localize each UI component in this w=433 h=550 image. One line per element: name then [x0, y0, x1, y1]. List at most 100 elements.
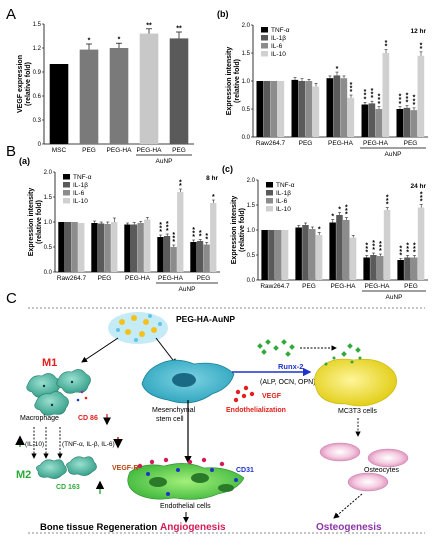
y-axis-label: Expression intensity — [226, 47, 233, 116]
mc3t3-label: MC3T3 cells — [338, 408, 377, 415]
significance-mark: * — [318, 227, 321, 234]
bar — [417, 55, 425, 137]
group-label: AuNP — [156, 158, 173, 165]
significance-mark: * — [365, 242, 368, 249]
bar — [417, 207, 425, 280]
vegf-particles — [233, 385, 255, 403]
significance-mark: * — [172, 232, 175, 239]
significance-mark: * — [192, 227, 195, 234]
significance-mark: * — [406, 92, 409, 99]
significance-mark: * — [399, 245, 402, 252]
significance-mark: * — [172, 235, 175, 242]
bar — [302, 225, 309, 280]
bar — [261, 230, 268, 280]
x-tick-label: PEG — [98, 275, 112, 282]
bone-regeneration-label: Bone tissue Regeneration — [40, 522, 157, 533]
significance-mark: * — [413, 250, 416, 257]
legend-swatch — [63, 190, 70, 196]
bar — [58, 222, 65, 272]
y-tick-label: 1.5 — [44, 195, 53, 201]
significance-mark: * — [413, 98, 416, 105]
significance-mark: * — [350, 85, 353, 92]
x-tick-label: PEG — [404, 140, 418, 147]
significance-mark: * — [420, 195, 423, 202]
group-label: AuNP — [179, 286, 196, 293]
significance-mark: * — [420, 46, 423, 53]
significance-mark: * — [372, 243, 375, 250]
nanoparticle-label: PEG-HA-AuNP — [176, 314, 235, 324]
significance-mark: * — [345, 204, 348, 211]
legend-label: IL-6 — [271, 43, 283, 50]
cd163-label: CD 163 — [56, 484, 80, 491]
significance-mark: * — [371, 88, 374, 95]
bar — [312, 86, 320, 137]
x-tick-label: PEG-HA — [331, 283, 357, 290]
y-axis-label: (relative fold) — [25, 62, 32, 106]
y-tick-label: 2.0 — [247, 178, 256, 184]
bar — [111, 222, 118, 272]
legend-label: IL-1β — [73, 182, 88, 189]
bar — [361, 104, 369, 137]
significance-mark: * — [212, 194, 215, 201]
chart-cytokines-8hr: 0.0 0.5 1.0 1.5 2.0 Expression intensity (rela… — [19, 156, 220, 293]
y-tick-label: 1.5 — [33, 22, 42, 28]
significance-mark: * — [406, 96, 409, 103]
legend-label: TNF-α — [271, 27, 290, 34]
significance-mark: * — [364, 96, 367, 103]
bar — [403, 107, 411, 137]
significance-mark: * — [385, 44, 388, 51]
endothelial-label: Endothelial cells — [160, 503, 211, 510]
bar — [349, 237, 357, 280]
significance-mark: * — [345, 208, 348, 215]
significance-mark: * — [179, 183, 182, 190]
significance-mark: * — [386, 198, 389, 205]
cd31-label: CD31 — [236, 467, 254, 474]
macrophage-label: Macrophage — [20, 415, 59, 422]
significance-mark: * — [199, 234, 202, 241]
runx-particles — [257, 339, 361, 357]
angiogenesis-label: Angiogenesis — [160, 522, 226, 533]
y-tick-label: 0.5 — [247, 253, 256, 259]
bar — [268, 230, 275, 280]
y-tick-label: 1.5 — [247, 203, 256, 209]
significance-mark: * — [413, 102, 416, 109]
bar — [404, 257, 411, 280]
x-tick-label: Raw264.7 — [260, 283, 290, 290]
significance-mark: * — [199, 230, 202, 237]
bar — [396, 109, 404, 137]
bar — [333, 75, 341, 137]
m2-macrophages — [36, 456, 97, 479]
bar — [91, 223, 98, 272]
bar — [347, 97, 355, 137]
arrow-to-msc — [155, 337, 177, 365]
legend-swatch — [63, 182, 70, 188]
bar — [397, 260, 404, 280]
bar — [309, 229, 316, 280]
sub-panel-label: (a) — [19, 156, 30, 166]
y-axis-label: Expression intensity — [231, 196, 238, 265]
y-axis-label: VEGF expression — [17, 55, 24, 113]
significance-mark: * — [420, 191, 423, 198]
significance-mark: * — [386, 194, 389, 201]
bar — [124, 224, 131, 272]
y-tick-label: 2.0 — [44, 170, 53, 176]
x-tick-label: PEG-HA — [137, 147, 163, 154]
significance-mark: * — [364, 89, 367, 96]
bar — [64, 222, 72, 272]
significance-mark: * — [166, 224, 169, 231]
significance-mark: * — [179, 179, 182, 186]
significance-mark: * — [399, 249, 402, 256]
significance-mark: * — [350, 82, 353, 89]
x-tick-label: PEG-HA — [365, 283, 391, 290]
legend-swatch — [266, 198, 273, 204]
bar — [363, 257, 370, 280]
bar — [298, 81, 306, 137]
bar — [144, 219, 151, 272]
significance-mark: * — [159, 225, 162, 232]
x-tick-label: PEG-HA — [363, 140, 389, 147]
endothelialization-label: Endothelialization — [226, 407, 286, 414]
bar — [104, 224, 111, 272]
bar — [79, 49, 99, 144]
time-label: 8 hr — [206, 175, 218, 182]
osteocytes-label: Osteocytes — [364, 467, 400, 474]
